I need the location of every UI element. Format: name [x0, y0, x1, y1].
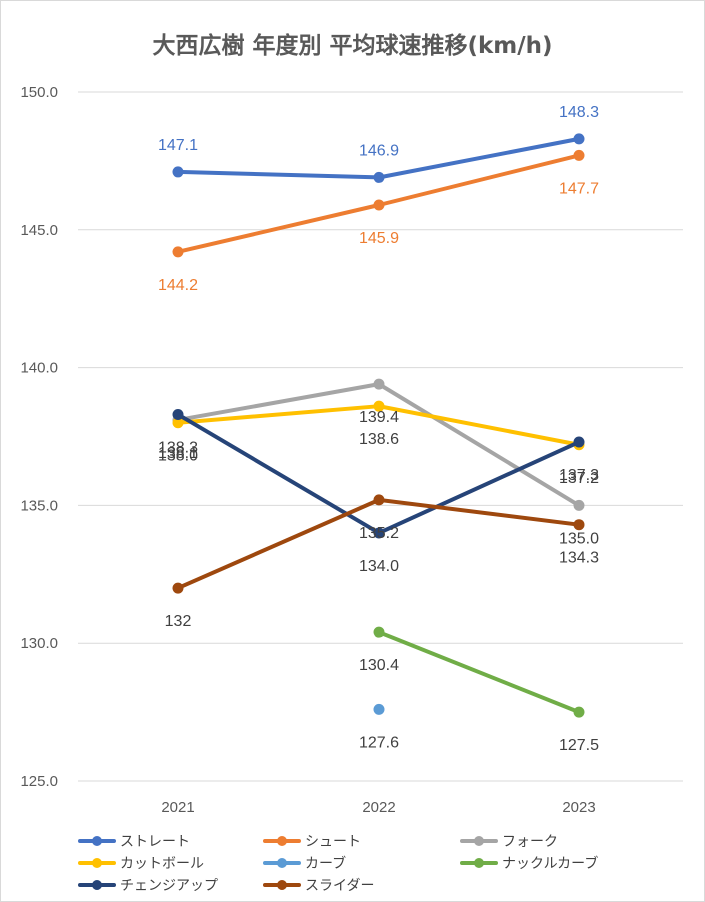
series-line	[377, 153, 581, 207]
legend-label: チェンジアップ	[120, 878, 218, 894]
series-line	[176, 202, 381, 254]
data-label: 145.9	[359, 230, 399, 247]
series-line	[377, 136, 581, 180]
data-label: 130.4	[359, 657, 399, 674]
data-point	[373, 527, 385, 539]
legend-label: カーブ	[305, 855, 346, 872]
data-label: 127.6	[359, 734, 399, 751]
data-label: 147.7	[559, 180, 599, 197]
x-tick-label: 2023	[562, 799, 595, 816]
data-point	[573, 706, 585, 718]
data-point	[573, 133, 585, 145]
legend-marker	[474, 858, 484, 868]
data-label: 137.3	[559, 467, 599, 484]
y-tick-label: 145.0	[20, 222, 58, 239]
data-label: 134.3	[559, 550, 599, 567]
series-line	[176, 169, 381, 180]
legend-marker	[92, 858, 102, 868]
y-tick-label: 130.0	[20, 635, 58, 652]
legend-marker	[92, 880, 102, 890]
y-tick-label: 140.0	[20, 360, 58, 377]
data-point	[373, 171, 385, 183]
legend-marker	[277, 880, 287, 890]
data-label: 146.9	[359, 142, 399, 159]
data-point	[373, 703, 385, 715]
data-point	[172, 417, 184, 429]
data-point	[172, 408, 184, 420]
series-line	[377, 404, 581, 447]
legend-marker	[277, 836, 287, 846]
legend-marker	[92, 836, 102, 846]
y-tick-label: 150.0	[20, 84, 58, 101]
data-label: 138.0	[158, 448, 198, 465]
data-label: 127.5	[559, 737, 599, 754]
series-line	[176, 497, 381, 591]
series-line	[377, 630, 581, 715]
data-point	[573, 436, 585, 448]
data-point	[373, 378, 385, 390]
chart-title: 大西広樹 年度別 平均球速推移(km/h)	[152, 33, 553, 59]
legend-marker	[474, 836, 484, 846]
legend-label: シュート	[305, 834, 361, 850]
data-label: 139.4	[359, 409, 399, 426]
data-point	[373, 199, 385, 211]
y-tick-label: 125.0	[20, 773, 58, 790]
data-point	[373, 626, 385, 638]
series-line	[176, 404, 381, 425]
data-label: 147.1	[158, 137, 198, 154]
data-point	[373, 494, 385, 506]
data-label: 144.2	[158, 277, 198, 294]
series-line	[176, 382, 381, 422]
data-point	[172, 166, 184, 178]
legend-label: スライダー	[305, 878, 374, 894]
data-label: 135.2	[359, 525, 399, 542]
legend-marker	[277, 858, 287, 868]
y-tick-label: 135.0	[20, 497, 58, 514]
data-label: 134.0	[359, 558, 399, 575]
data-point	[573, 149, 585, 161]
series-line	[377, 497, 581, 527]
data-label: 137.2	[559, 470, 599, 487]
data-label: 138.6	[359, 431, 399, 448]
data-point	[172, 246, 184, 258]
data-label: 138.1	[158, 445, 198, 462]
data-point	[373, 400, 385, 412]
legend-label: カットボール	[120, 856, 204, 872]
data-label: 135.0	[559, 530, 599, 547]
data-label: 132	[165, 613, 192, 630]
data-point	[573, 499, 585, 511]
data-point	[573, 519, 585, 531]
series-line	[377, 440, 581, 535]
x-tick-label: 2022	[362, 799, 395, 816]
legend-label: フォーク	[502, 834, 558, 850]
data-label: 148.3	[559, 104, 599, 121]
x-tick-label: 2021	[161, 799, 194, 816]
legend-label: ストレート	[120, 834, 190, 850]
series-line	[377, 382, 581, 508]
data-point	[172, 582, 184, 594]
legend-label: ナックルカーブ	[502, 855, 598, 872]
data-label: 138.3	[158, 439, 198, 456]
